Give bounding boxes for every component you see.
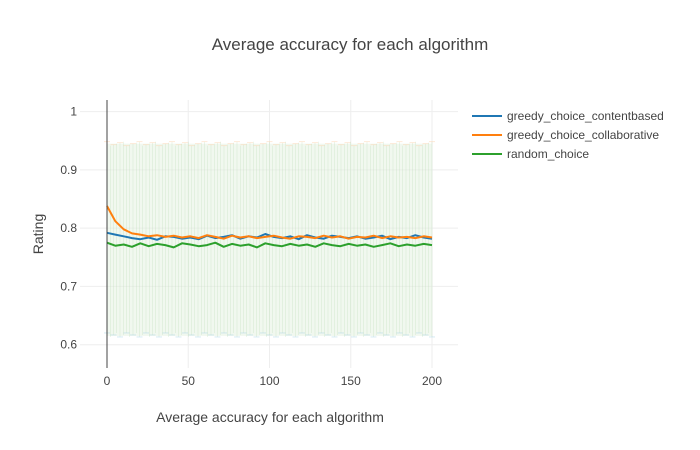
- x-axis-label: Average accuracy for each algorithm: [156, 409, 384, 425]
- series-line-random_choice: [106, 241, 433, 249]
- y-tick-label: 1: [70, 105, 77, 119]
- chart-title: Average accuracy for each algorithm: [212, 35, 489, 54]
- x-tick-label: 100: [259, 374, 279, 388]
- x-tick-label: 200: [422, 374, 442, 388]
- series-line-greedy_choice_collaborative: [106, 205, 433, 240]
- y-axis-ticks: 0.6 0.7 0.8 0.9 1: [60, 105, 77, 352]
- y-tick-label: 0.9: [60, 163, 77, 177]
- y-tick-label: 0.6: [60, 338, 77, 352]
- x-tick-label: 0: [104, 374, 111, 388]
- y-tick-label: 0.8: [60, 221, 77, 235]
- legend: greedy_choice_contentbased greedy_choice_…: [472, 109, 664, 161]
- y-axis-label: Rating: [30, 214, 46, 254]
- legend-label: greedy_choice_contentbased: [507, 109, 664, 123]
- legend-label: greedy_choice_collaborative: [507, 128, 659, 142]
- error-band: [104, 141, 435, 338]
- x-axis-ticks: 0 50 100 150 200: [104, 374, 443, 388]
- legend-label: random_choice: [507, 147, 589, 161]
- x-tick-label: 50: [182, 374, 196, 388]
- x-tick-label: 150: [341, 374, 361, 388]
- series-lines: [106, 205, 433, 249]
- y-tick-label: 0.7: [60, 279, 77, 293]
